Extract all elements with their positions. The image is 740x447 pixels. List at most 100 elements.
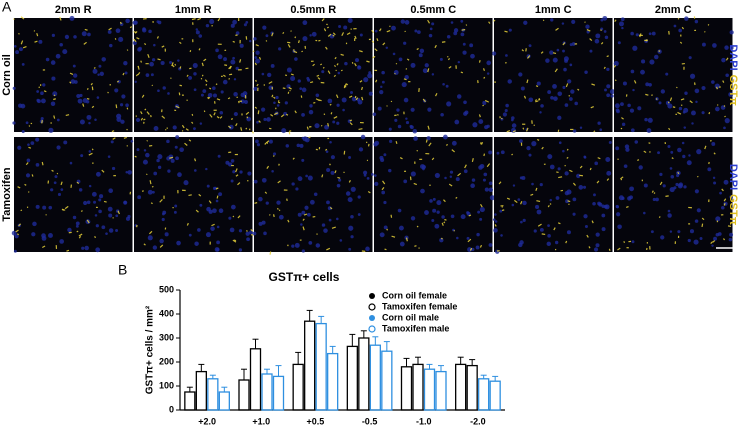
nucleus	[238, 248, 243, 252]
nucleus	[539, 111, 542, 114]
gst-cell	[60, 181, 63, 186]
gst-cell	[239, 59, 242, 63]
bar	[184, 391, 196, 411]
nucleus	[167, 92, 170, 95]
nucleus	[136, 148, 140, 152]
nucleus	[261, 72, 265, 76]
nucleus	[45, 57, 50, 62]
nucleus	[72, 215, 77, 220]
nucleus	[59, 42, 63, 47]
gst-cell	[53, 115, 56, 119]
nucleus	[630, 69, 635, 74]
nucleus	[492, 218, 496, 221]
nucleus	[422, 68, 428, 74]
nucleus	[357, 213, 361, 216]
nucleus	[519, 139, 523, 143]
nucleus	[239, 43, 244, 48]
nucleus	[265, 34, 269, 38]
x-tick-label: +2.0	[198, 416, 216, 426]
gst-cell	[235, 168, 238, 173]
nucleus	[311, 31, 317, 37]
nucleus	[83, 200, 88, 206]
nucleus	[677, 230, 681, 234]
nucleus	[174, 145, 178, 149]
y-tick-label: 100	[159, 380, 174, 390]
gst-cell	[24, 183, 27, 186]
gst-cell	[708, 111, 711, 115]
stain-label: DAPI GSTπ	[727, 44, 739, 106]
nucleus	[147, 189, 153, 195]
gst-cell	[391, 235, 396, 238]
gst-cell	[111, 130, 115, 133]
gst-cell	[541, 146, 544, 150]
nucleus	[358, 147, 364, 152]
gst-cell	[669, 97, 673, 102]
nucleus	[95, 224, 99, 228]
nucleus	[446, 101, 452, 107]
gst-cell	[123, 136, 127, 139]
gst-cell	[287, 43, 291, 48]
nucleus	[121, 94, 126, 99]
nucleus	[240, 99, 245, 104]
nucleus	[694, 19, 699, 24]
gst-cell	[416, 225, 419, 228]
nucleus	[488, 243, 493, 247]
nucleus	[148, 29, 152, 34]
bar	[304, 320, 316, 411]
gst-cell	[302, 226, 305, 231]
gst-cell	[482, 104, 484, 107]
legend-label: Corn oil male	[382, 312, 439, 322]
nucleus	[721, 57, 726, 63]
nucleus	[694, 189, 699, 194]
gst-cell	[258, 120, 261, 123]
nucleus	[56, 118, 60, 122]
nucleus	[420, 164, 425, 170]
nucleus	[454, 119, 460, 125]
nucleus	[597, 121, 601, 125]
nucleus	[621, 26, 624, 30]
nucleus	[336, 103, 340, 107]
nucleus	[670, 175, 675, 179]
gst-cell	[689, 100, 693, 104]
gst-cell	[278, 209, 281, 212]
stain-name: DAPI	[727, 44, 739, 70]
nucleus	[228, 216, 232, 220]
nucleus	[348, 156, 352, 159]
nucleus	[725, 73, 729, 78]
nucleus	[242, 91, 248, 96]
gst-cell	[146, 140, 148, 142]
nucleus	[523, 20, 528, 25]
nucleus	[649, 59, 655, 65]
gst-cell	[15, 229, 19, 233]
gst-cell	[671, 157, 674, 160]
gst-cell	[20, 209, 23, 212]
nucleus	[267, 72, 272, 78]
nucleus	[363, 174, 367, 177]
nucleus	[629, 108, 635, 113]
nucleus	[444, 176, 447, 180]
gst-cell	[395, 140, 398, 144]
nucleus	[300, 223, 303, 226]
nucleus	[620, 17, 625, 22]
gst-cell	[66, 249, 70, 252]
gst-cell	[140, 117, 144, 121]
gst-cell	[133, 38, 137, 43]
nucleus	[557, 115, 562, 120]
nucleus	[232, 170, 236, 174]
nucleus	[522, 218, 526, 222]
nucleus	[667, 144, 671, 148]
nucleus	[424, 63, 429, 68]
gst-cell	[455, 196, 458, 199]
gst-cell	[28, 146, 32, 149]
nucleus	[50, 188, 54, 192]
gst-cell	[405, 237, 408, 242]
nucleus	[81, 246, 85, 250]
gst-cell	[704, 145, 707, 150]
nucleus	[499, 209, 503, 213]
nucleus	[535, 204, 540, 210]
nucleus	[308, 109, 314, 115]
gst-cell	[600, 42, 604, 45]
gst-cell	[506, 130, 511, 133]
gst-cell	[265, 140, 270, 144]
gst-cell	[76, 230, 79, 233]
